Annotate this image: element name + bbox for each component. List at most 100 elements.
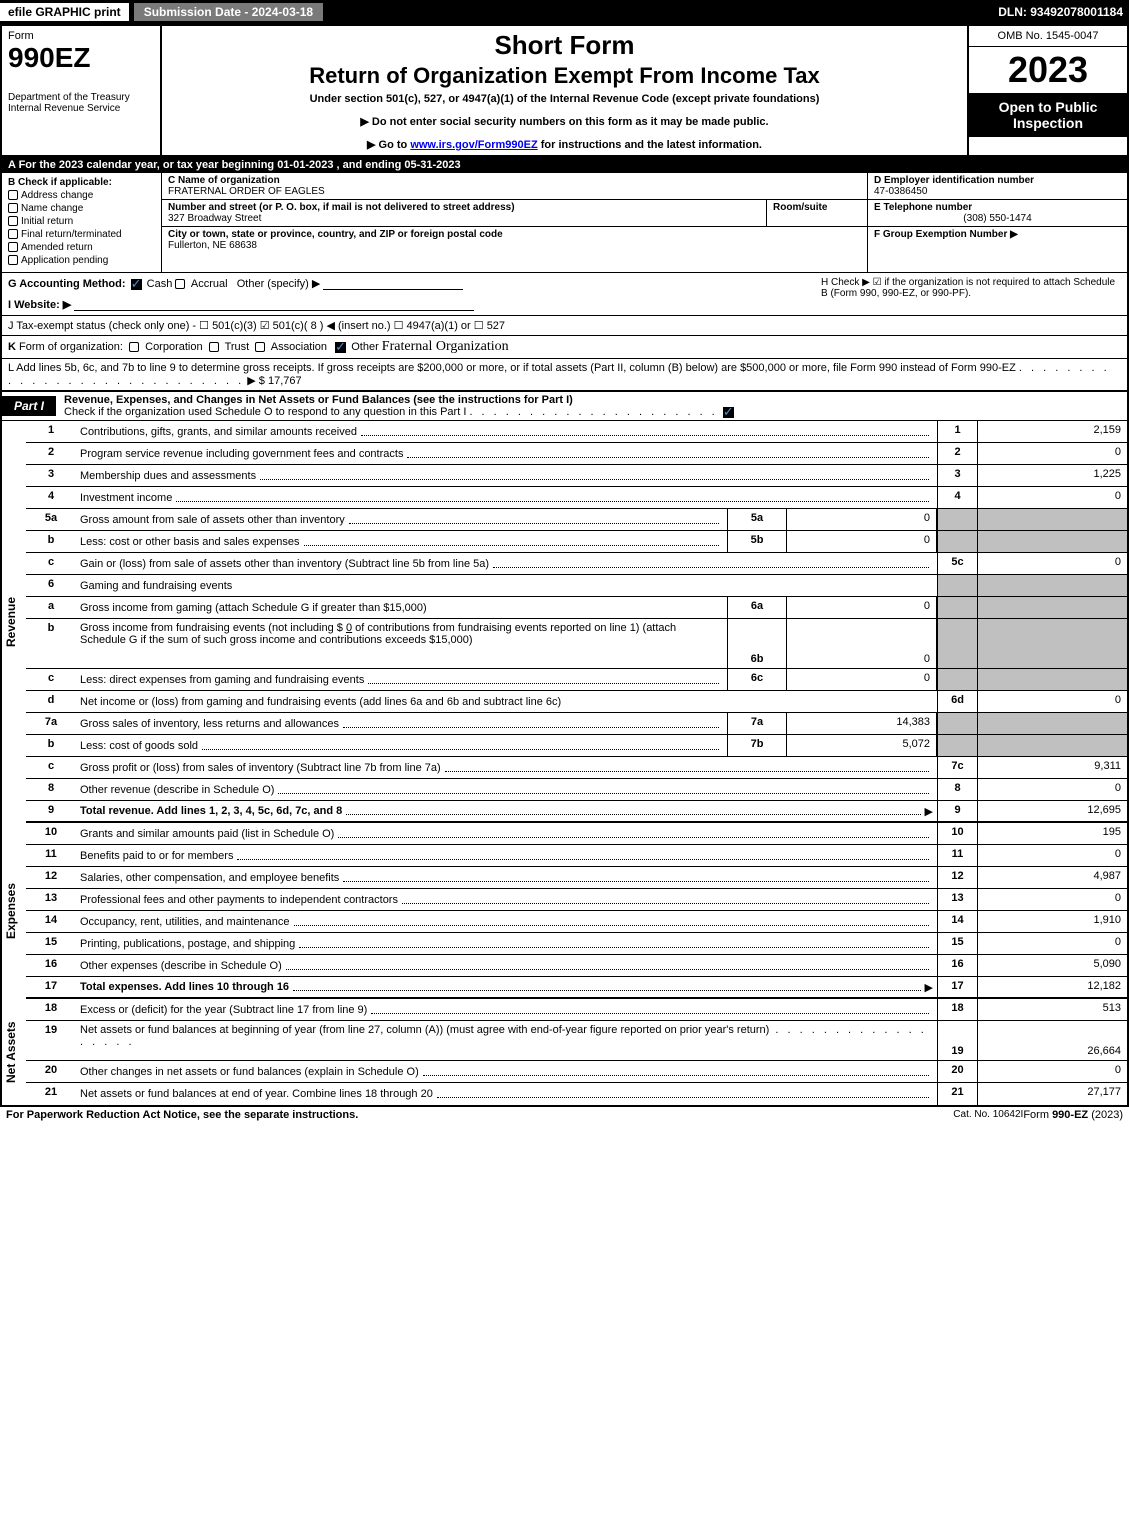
note-1: ▶ Do not enter social security numbers o…	[170, 115, 959, 128]
ein-box: D Employer identification number 47-0386…	[868, 173, 1127, 200]
tel-val: (308) 550-1474	[874, 213, 1121, 224]
submission-date: Submission Date - 2024-03-18	[133, 2, 324, 22]
part1-title: Revenue, Expenses, and Changes in Net As…	[56, 392, 1127, 420]
chk-name: Name change	[8, 203, 155, 214]
row-j: J Tax-exempt status (check only one) - ☐…	[2, 316, 1127, 336]
line-4: 4Investment income40	[26, 487, 1127, 509]
expenses-section: Expenses 10Grants and similar amounts pa…	[2, 823, 1127, 999]
line-6d: dNet income or (loss) from gaming and fu…	[26, 691, 1127, 713]
checkbox-icon[interactable]	[175, 279, 185, 289]
form-label: Form	[8, 30, 154, 42]
line-18: 18Excess or (deficit) for the year (Subt…	[26, 999, 1127, 1021]
line-1: 1Contributions, gifts, grants, and simil…	[26, 421, 1127, 443]
checkbox-icon[interactable]	[8, 255, 18, 265]
room-hdr: Room/suite	[773, 202, 861, 213]
line-6b: bGross income from fundraising events (n…	[26, 619, 1127, 669]
footer-left: For Paperwork Reduction Act Notice, see …	[6, 1109, 953, 1121]
checkbox-icon[interactable]	[8, 229, 18, 239]
city-val: Fullerton, NE 68638	[168, 240, 861, 251]
part1-tab: Part I	[2, 396, 56, 416]
grp-hdr: F Group Exemption Number ▶	[874, 229, 1121, 240]
box-d: D Employer identification number 47-0386…	[867, 173, 1127, 272]
row-l-amount: ▶ $ 17,767	[247, 375, 301, 387]
tax-year: 2023	[969, 47, 1127, 93]
line-21: 21Net assets or fund balances at end of …	[26, 1083, 1127, 1105]
line-14: 14Occupancy, rent, utilities, and mainte…	[26, 911, 1127, 933]
checkbox-icon[interactable]	[8, 242, 18, 252]
tel-box: E Telephone number (308) 550-1474	[868, 200, 1127, 227]
row-k: K Form of organization: Corporation Trus…	[2, 336, 1127, 359]
box-b: B Check if applicable: Address change Na…	[2, 173, 162, 272]
line-8: 8Other revenue (describe in Schedule O)8…	[26, 779, 1127, 801]
expenses-lines: 10Grants and similar amounts paid (list …	[26, 823, 1127, 999]
checkbox-checked-icon[interactable]	[723, 407, 734, 418]
line-16: 16Other expenses (describe in Schedule O…	[26, 955, 1127, 977]
chk-address: Address change	[8, 190, 155, 201]
revenue-label: Revenue	[2, 421, 26, 823]
efile-label[interactable]: efile GRAPHIC print	[0, 3, 129, 21]
row-g: G Accounting Method: Cash Accrual Other …	[8, 277, 821, 311]
line-7c: cGross profit or (loss) from sales of in…	[26, 757, 1127, 779]
chk-final: Final return/terminated	[8, 229, 155, 240]
header-center: Short Form Return of Organization Exempt…	[162, 26, 967, 155]
line-6c: cLess: direct expenses from gaming and f…	[26, 669, 1127, 691]
note2-pre: ▶ Go to	[367, 139, 410, 151]
checkbox-icon[interactable]	[255, 342, 265, 352]
open-inspection: Open to Public Inspection	[969, 93, 1127, 137]
line-10: 10Grants and similar amounts paid (list …	[26, 823, 1127, 845]
irs-link[interactable]: www.irs.gov/Form990EZ	[410, 139, 537, 151]
line-12: 12Salaries, other compensation, and empl…	[26, 867, 1127, 889]
line-7a: 7aGross sales of inventory, less returns…	[26, 713, 1127, 735]
line-5a: 5aGross amount from sale of assets other…	[26, 509, 1127, 531]
checkbox-icon[interactable]	[129, 342, 139, 352]
under-section: Under section 501(c), 527, or 4947(a)(1)…	[170, 93, 959, 105]
box-row-bcd: B Check if applicable: Address change Na…	[2, 173, 1127, 273]
tel-hdr: E Telephone number	[874, 202, 1121, 213]
line-3: 3Membership dues and assessments31,225	[26, 465, 1127, 487]
street-hdr: Number and street (or P. O. box, if mail…	[168, 202, 760, 213]
line-6a: aGross income from gaming (attach Schedu…	[26, 597, 1127, 619]
expenses-label: Expenses	[2, 823, 26, 999]
chk-pending: Application pending	[8, 255, 155, 266]
note-2: ▶ Go to www.irs.gov/Form990EZ for instru…	[170, 138, 959, 151]
checkbox-icon[interactable]	[8, 203, 18, 213]
ein-hdr: D Employer identification number	[874, 175, 1121, 186]
part1-sub: Check if the organization used Schedule …	[64, 406, 466, 418]
line-13: 13Professional fees and other payments t…	[26, 889, 1127, 911]
checkbox-checked-icon[interactable]	[131, 279, 142, 290]
line-6: 6Gaming and fundraising events	[26, 575, 1127, 597]
city-box: City or town, state or province, country…	[162, 227, 867, 253]
netassets-lines: 18Excess or (deficit) for the year (Subt…	[26, 999, 1127, 1105]
revenue-section: Revenue 1Contributions, gifts, grants, a…	[2, 421, 1127, 823]
line-5b: bLess: cost or other basis and sales exp…	[26, 531, 1127, 553]
header-row: Form 990EZ Department of the Treasury In…	[2, 26, 1127, 157]
street-val: 327 Broadway Street	[168, 213, 760, 224]
name-hdr: C Name of organization	[168, 175, 861, 186]
note2-post: for instructions and the latest informat…	[538, 139, 762, 151]
checkbox-icon[interactable]	[209, 342, 219, 352]
form-number: 990EZ	[8, 42, 154, 74]
return-title: Return of Organization Exempt From Incom…	[170, 63, 959, 89]
checkbox-icon[interactable]	[8, 216, 18, 226]
checkbox-checked-icon[interactable]	[335, 342, 346, 353]
box-b-header: B Check if applicable:	[8, 177, 155, 188]
row-l: L Add lines 5b, 6c, and 7b to line 9 to …	[2, 359, 1127, 392]
short-form-title: Short Form	[170, 30, 959, 61]
line-5c: cGain or (loss) from sale of assets othe…	[26, 553, 1127, 575]
checkbox-icon[interactable]	[8, 190, 18, 200]
chk-amended: Amended return	[8, 242, 155, 253]
header-right: OMB No. 1545-0047 2023 Open to Public In…	[967, 26, 1127, 155]
address-row: Number and street (or P. O. box, if mail…	[162, 200, 867, 227]
org-name: FRATERNAL ORDER OF EAGLES	[168, 186, 861, 197]
form-container: Form 990EZ Department of the Treasury In…	[0, 24, 1129, 1107]
line-17: 17Total expenses. Add lines 10 through 1…	[26, 977, 1127, 999]
footer-mid: Cat. No. 10642I	[953, 1109, 1023, 1121]
other-input[interactable]	[323, 278, 463, 290]
row-l-text: L Add lines 5b, 6c, and 7b to line 9 to …	[8, 362, 1016, 374]
line-11: 11Benefits paid to or for members110	[26, 845, 1127, 867]
irs-label: Internal Revenue Service	[8, 103, 154, 114]
website-input[interactable]	[74, 299, 474, 311]
netassets-section: Net Assets 18Excess or (deficit) for the…	[2, 999, 1127, 1105]
part1-header: Part I Revenue, Expenses, and Changes in…	[2, 392, 1127, 421]
box-c: C Name of organization FRATERNAL ORDER O…	[162, 173, 867, 272]
